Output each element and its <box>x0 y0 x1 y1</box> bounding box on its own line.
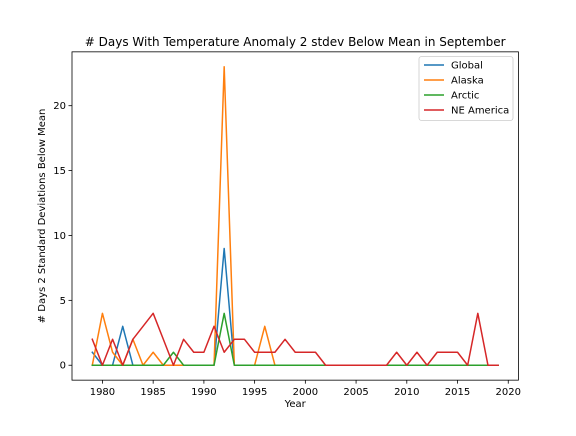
legend-label-ne-america: NE America <box>451 106 509 117</box>
x-tick-label: 2015 <box>445 387 470 398</box>
x-tick-label: 1980 <box>90 387 115 398</box>
series-line-arctic <box>91 312 499 366</box>
legend-label-arctic: Arctic <box>451 91 479 102</box>
legend: Global Alaska Arctic NE America <box>418 56 514 121</box>
x-axis: 1980 1985 1990 1995 2000 2005 2010 2015 2020 <box>90 380 521 398</box>
legend-label-alaska: Alaska <box>451 76 484 87</box>
x-tick-label: 1990 <box>191 387 216 398</box>
y-axis-label: # Days 2 Standard Deviations Below Mean <box>37 109 48 324</box>
y-axis: 0 5 10 15 20 <box>53 101 72 372</box>
x-tick-label: 1985 <box>140 387 165 398</box>
x-tick-label: 1995 <box>242 387 267 398</box>
series-line-ne-america <box>91 312 499 366</box>
x-tick-label: 2010 <box>394 387 419 398</box>
series-line-global <box>91 247 499 366</box>
plot-lines <box>91 66 499 367</box>
y-tick-label: 10 <box>53 231 66 242</box>
y-tick-label: 0 <box>60 361 66 372</box>
x-tick-label: 2020 <box>496 387 521 398</box>
y-tick-label: 5 <box>60 296 66 307</box>
y-tick-label: 20 <box>53 101 66 112</box>
plot-frame <box>71 51 519 381</box>
chart-title: # Days With Temperature Anomaly 2 stdev … <box>85 35 506 49</box>
y-tick-label: 15 <box>53 166 66 177</box>
legend-label-global: Global <box>451 61 483 72</box>
legend-frame <box>418 56 514 121</box>
x-tick-label: 2005 <box>343 387 368 398</box>
x-tick-label: 2000 <box>293 387 318 398</box>
x-axis-label: Year <box>284 399 307 410</box>
